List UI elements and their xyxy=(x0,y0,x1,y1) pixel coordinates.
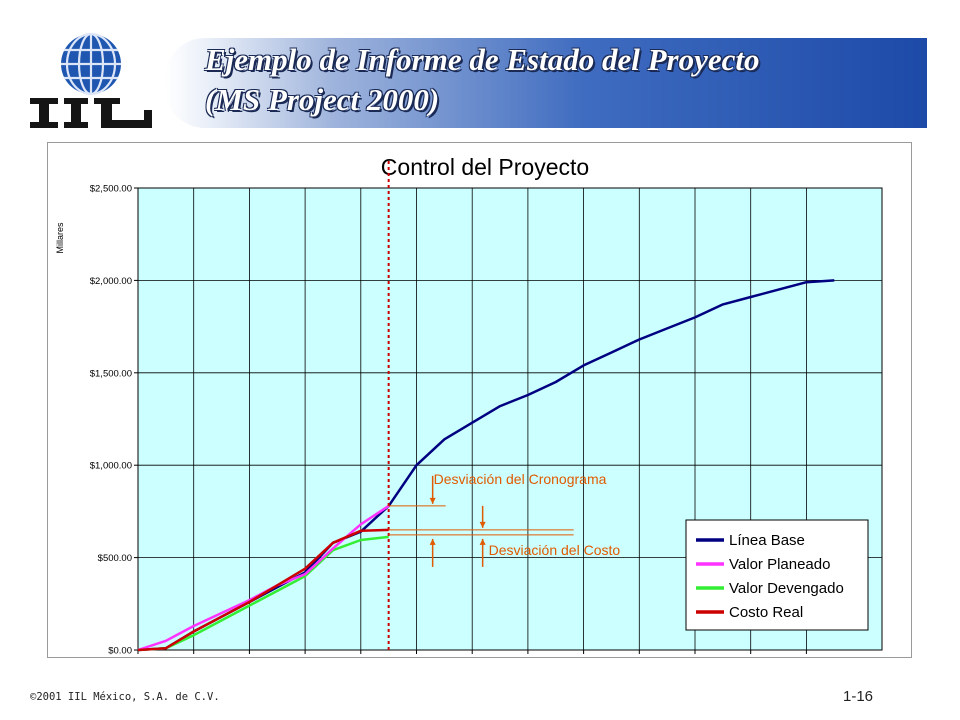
y-axis-ticks: $0.00 $500.00 $1,000.00 $1,500.00 $2,000.00 $… xyxy=(90,184,138,657)
y-tick-label: $0.00 xyxy=(108,646,132,657)
x-tick-label: 07/10/01 xyxy=(287,656,324,657)
logo-lettering xyxy=(30,98,152,128)
schedule-variance-label: Desviación del Cronograma xyxy=(434,471,607,487)
x-tick-label: 23/09/01 xyxy=(231,656,268,657)
cost-variance-label: Desviación del Costo xyxy=(489,542,621,558)
legend-label-earned: Valor Devengado xyxy=(729,580,844,597)
x-tick-label: 21/10/01 xyxy=(342,656,379,657)
x-tick-label: 27/01/02 xyxy=(732,656,769,657)
x-axis-ticks: 26/08/01 09/09/01 23/09/01 07/10/01 21/10/01… xyxy=(120,650,825,657)
y-tick-label: $1,000.00 xyxy=(90,461,132,472)
x-tick-label: 30/12/01 xyxy=(621,656,658,657)
chart-frame: Control del Proyecto Millares $0.00 $500.… xyxy=(47,142,912,658)
x-tick-label: 16/12/01 xyxy=(565,656,602,657)
series-layer xyxy=(137,279,835,652)
cost-variance-arrow-head xyxy=(479,521,486,528)
variance-annotations: Desviación del Cronograma Desviación del … xyxy=(388,471,621,567)
x-tick-label: 02/12/01 xyxy=(509,656,546,657)
y-tick-label: $2,500.00 xyxy=(90,184,132,195)
x-tick-label: 26/08/01 xyxy=(120,656,157,657)
x-tick-label: 13/01/02 xyxy=(677,656,714,657)
legend-label-actual: Costo Real xyxy=(729,604,803,621)
slide-title-line-2: (MS Project 2000) xyxy=(205,82,440,117)
gridlines xyxy=(137,187,882,651)
globe-icon xyxy=(61,32,121,96)
title-banner xyxy=(165,38,927,128)
cost-variance-arrow-lower-head xyxy=(479,538,486,545)
series-line-earned xyxy=(137,535,389,652)
chart-legend: Línea Base Valor Planeado Valor Devengado C… xyxy=(685,519,869,631)
chart-svg: Control del Proyecto Millares $0.00 $500.… xyxy=(55,154,883,657)
y-axis-label: Millares xyxy=(55,222,65,254)
copyright-notice: ©2001 IIL México, S.A. de C.V. xyxy=(30,691,220,703)
x-tick-label: 18/11/01 xyxy=(454,656,490,657)
iil-logo xyxy=(30,32,152,128)
slide-number: 1-16 xyxy=(843,688,874,705)
schedule-variance-arrow-head xyxy=(429,497,436,504)
x-tick-label: 04/11/01 xyxy=(398,656,434,657)
legend-label-baseline: Línea Base xyxy=(729,532,805,549)
slide-title-line-1: Ejemplo de Informe de Estado del Proyect… xyxy=(205,42,760,77)
schedule-variance-arrow-lower-head xyxy=(429,538,436,545)
x-tick-label: 09/09/01 xyxy=(175,656,212,657)
y-tick-label: $2,000.00 xyxy=(90,276,132,287)
legend-label-planned: Valor Planeado xyxy=(729,556,830,573)
chart-title: Control del Proyecto xyxy=(381,154,589,180)
y-tick-label: $1,500.00 xyxy=(90,368,132,379)
series-line-actual xyxy=(137,528,389,652)
x-tick-label: 10/02/02 xyxy=(788,656,825,657)
y-tick-label: $500.00 xyxy=(98,553,132,564)
